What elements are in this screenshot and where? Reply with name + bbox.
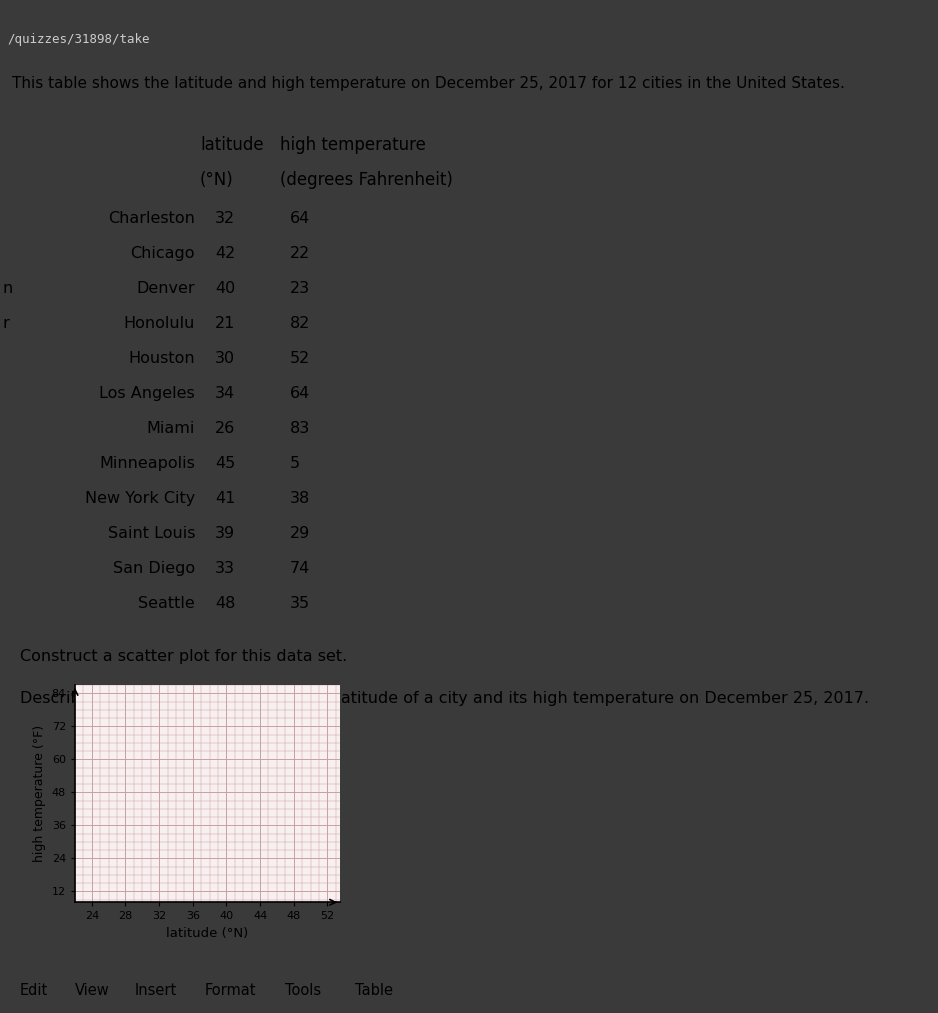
Text: r: r [3,316,9,330]
Text: (degrees Fahrenheit): (degrees Fahrenheit) [280,171,453,188]
Text: Houston: Houston [129,350,195,366]
Text: Miami: Miami [146,420,195,436]
Text: 83: 83 [290,420,310,436]
Text: 82: 82 [290,316,310,330]
Text: Saint Louis: Saint Louis [108,526,195,541]
Y-axis label: high temperature (°F): high temperature (°F) [33,725,46,862]
Text: Describe any relationship between the latitude of a city and its high temperatur: Describe any relationship between the la… [20,691,870,706]
Text: 34: 34 [215,386,235,401]
Text: 30: 30 [215,350,235,366]
Text: 38: 38 [290,490,310,505]
Text: 64: 64 [290,211,310,226]
Text: 22: 22 [290,246,310,260]
Text: 5: 5 [290,456,300,471]
Text: 21: 21 [215,316,235,330]
Text: latitude: latitude [200,136,264,154]
Text: 52: 52 [290,350,310,366]
Text: Tools: Tools [285,983,321,998]
Text: 40: 40 [215,281,235,296]
Text: 39: 39 [215,526,235,541]
Text: Format: Format [205,983,256,998]
Text: 32: 32 [215,211,235,226]
Text: Charleston: Charleston [108,211,195,226]
Text: Table: Table [355,983,393,998]
Text: n: n [3,281,13,296]
Text: 29: 29 [290,526,310,541]
Text: Seattle: Seattle [138,596,195,611]
Text: /quizzes/31898/take: /quizzes/31898/take [8,32,150,46]
Text: 26: 26 [215,420,235,436]
Text: View: View [75,983,110,998]
Text: high temperature: high temperature [280,136,426,154]
Text: San Diego: San Diego [113,561,195,575]
Text: 23: 23 [290,281,310,296]
Text: New York City: New York City [84,490,195,505]
Text: 48: 48 [215,596,235,611]
Text: 35: 35 [290,596,310,611]
Text: Construct a scatter plot for this data set.: Construct a scatter plot for this data s… [20,648,347,664]
Text: 74: 74 [290,561,310,575]
Text: 64: 64 [290,386,310,401]
Text: This table shows the latitude and high temperature on December 25, 2017 for 12 c: This table shows the latitude and high t… [12,76,845,91]
Text: 45: 45 [215,456,235,471]
Text: Insert: Insert [135,983,177,998]
Text: Minneapolis: Minneapolis [99,456,195,471]
Text: Edit: Edit [20,983,48,998]
Text: Los Angeles: Los Angeles [99,386,195,401]
Text: Chicago: Chicago [130,246,195,260]
Text: Honolulu: Honolulu [124,316,195,330]
X-axis label: latitude (°N): latitude (°N) [166,927,249,940]
Text: (°N): (°N) [200,171,234,188]
Text: 33: 33 [215,561,235,575]
Text: Denver: Denver [136,281,195,296]
Text: 42: 42 [215,246,235,260]
Text: 41: 41 [215,490,235,505]
